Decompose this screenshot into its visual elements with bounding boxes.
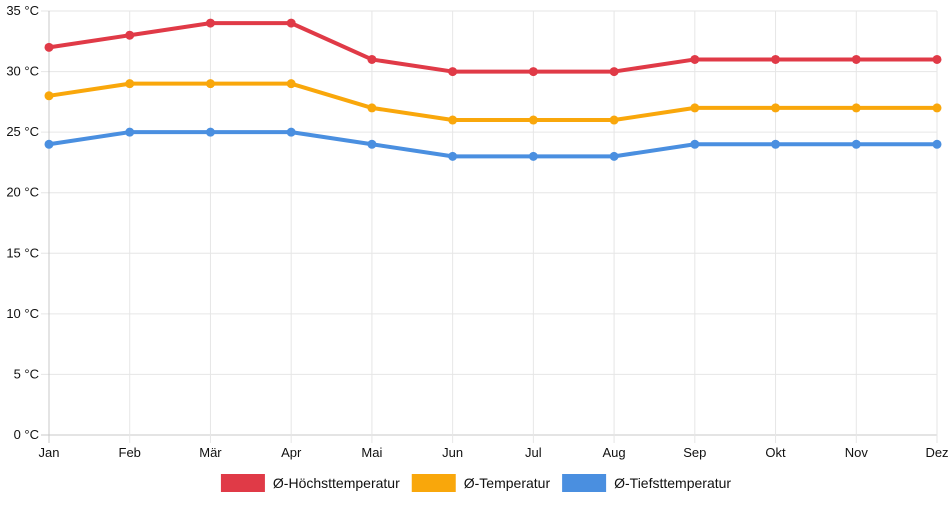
data-point [771, 139, 781, 149]
data-point [448, 115, 458, 125]
data-point [690, 139, 700, 149]
y-tick-label: 0 °C [14, 427, 39, 442]
data-point [609, 115, 619, 125]
x-tick-label: Jul [525, 445, 542, 460]
data-point [44, 42, 54, 52]
data-point [367, 54, 377, 64]
y-tick-label: 25 °C [6, 124, 39, 139]
x-tick-label: Okt [765, 445, 786, 460]
y-tick-label: 20 °C [6, 185, 39, 200]
legend-label-2: Ø-Temperatur [464, 475, 551, 491]
x-tick-label: Sep [683, 445, 706, 460]
data-point [286, 127, 296, 137]
y-tick-label: 5 °C [14, 366, 39, 381]
legend-swatch-1 [220, 474, 265, 492]
x-tick-label: Jan [39, 445, 60, 460]
axis-layer: 0 °C 5 °C 10 °C 15 °C 20 °C 25 °C 30 °C 35 °C Ja… [6, 3, 948, 460]
data-point [205, 127, 215, 137]
data-point [690, 54, 700, 64]
data-point [205, 79, 215, 89]
data-point [44, 139, 54, 149]
data-point [609, 151, 619, 161]
data-point [367, 139, 377, 149]
data-point [448, 151, 458, 161]
y-tick-label: 15 °C [6, 245, 39, 260]
data-point [528, 115, 538, 125]
x-tick-label: Mai [361, 445, 382, 460]
data-point [205, 18, 215, 28]
y-tick-label: 30 °C [6, 64, 39, 79]
data-point [367, 103, 377, 113]
data-point [125, 30, 135, 40]
legend-swatch-3 [562, 474, 607, 492]
data-point [932, 139, 942, 149]
series-line-2 [47, 81, 939, 123]
data-point [771, 54, 781, 64]
y-tick-label: 35 °C [6, 3, 39, 18]
data-point [286, 18, 296, 28]
x-tick-label: Jun [442, 445, 463, 460]
y-tick-label: 10 °C [6, 306, 39, 321]
data-point [851, 54, 861, 64]
data-point [690, 103, 700, 113]
series-line-1 [47, 21, 939, 74]
legend-swatch-2 [411, 474, 456, 492]
x-tick-label: Nov [845, 445, 869, 460]
data-point [44, 91, 54, 101]
data-point [609, 67, 619, 77]
data-point [125, 79, 135, 89]
series-line-3 [47, 130, 939, 159]
data-point [448, 67, 458, 77]
data-point [851, 103, 861, 113]
data-point [851, 139, 861, 149]
data-point [125, 127, 135, 137]
series-layer [44, 18, 942, 161]
x-tick-label: Mär [199, 445, 222, 460]
x-tick-label: Feb [119, 445, 141, 460]
data-point [932, 103, 942, 113]
grid-layer [41, 10, 938, 443]
data-point [932, 54, 942, 64]
data-point [528, 67, 538, 77]
data-point [771, 103, 781, 113]
x-tick-label: Apr [281, 445, 302, 460]
legend: Ø-Höchsttemperatur Ø-Temperatur Ø-Tiefstte… [220, 474, 731, 492]
data-point [528, 151, 538, 161]
x-tick-label: Aug [603, 445, 626, 460]
legend-label-3: Ø-Tiefsttemperatur [614, 475, 731, 491]
data-point [286, 79, 296, 89]
legend-label-1: Ø-Höchsttemperatur [273, 475, 400, 491]
x-tick-label: Dez [925, 445, 948, 460]
